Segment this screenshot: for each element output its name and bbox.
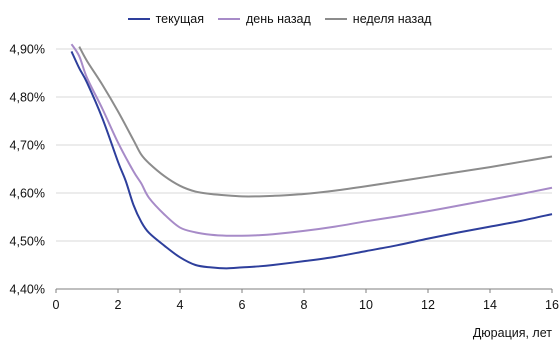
x-tick-label-8: 16 bbox=[545, 298, 559, 312]
x-tick-label-5: 10 bbox=[359, 298, 373, 312]
x-tick-label-6: 12 bbox=[421, 298, 435, 312]
x-tick-label-2: 4 bbox=[177, 298, 184, 312]
legend: текущая день назад неделя назад bbox=[0, 10, 559, 28]
y-tick-labels: 4,40% 4,50% 4,60% 4,70% 4,80% 4,90% bbox=[10, 43, 45, 297]
x-tick-label-3: 6 bbox=[239, 298, 246, 312]
x-tick-label-0: 0 bbox=[53, 298, 60, 312]
legend-item-current: текущая bbox=[127, 12, 204, 26]
legend-label-week-ago: неделя назад bbox=[352, 12, 432, 26]
legend-item-week-ago: неделя назад bbox=[324, 12, 432, 26]
legend-swatch-day-ago bbox=[217, 18, 240, 20]
x-tick-label-7: 14 bbox=[483, 298, 497, 312]
y-tick-label-4: 4,80% bbox=[10, 91, 45, 105]
line-current bbox=[70, 50, 553, 270]
x-axis-title: Дюрация, лет bbox=[473, 326, 552, 340]
y-tick-label-1: 4,50% bbox=[10, 235, 45, 249]
gridlines bbox=[56, 48, 552, 242]
x-tick-labels: 0 2 4 6 8 10 12 14 16 bbox=[53, 298, 559, 312]
y-tick-label-5: 4,90% bbox=[10, 43, 45, 57]
line-day-ago bbox=[70, 43, 553, 237]
legend-item-day-ago: день назад bbox=[217, 12, 311, 26]
legend-swatch-current bbox=[127, 18, 150, 20]
x-tick-label-4: 8 bbox=[301, 298, 308, 312]
legend-label-current: текущая bbox=[155, 12, 204, 26]
x-tick-label-1: 2 bbox=[115, 298, 122, 312]
legend-swatch-week-ago bbox=[324, 18, 347, 20]
legend-label-day-ago: день назад bbox=[245, 12, 311, 26]
y-tick-label-0: 4,40% bbox=[10, 283, 45, 297]
axes bbox=[55, 288, 553, 293]
series-lines bbox=[70, 43, 553, 270]
line-week-ago bbox=[78, 46, 553, 198]
y-tick-label-2: 4,60% bbox=[10, 187, 45, 201]
y-tick-label-3: 4,70% bbox=[10, 139, 45, 153]
